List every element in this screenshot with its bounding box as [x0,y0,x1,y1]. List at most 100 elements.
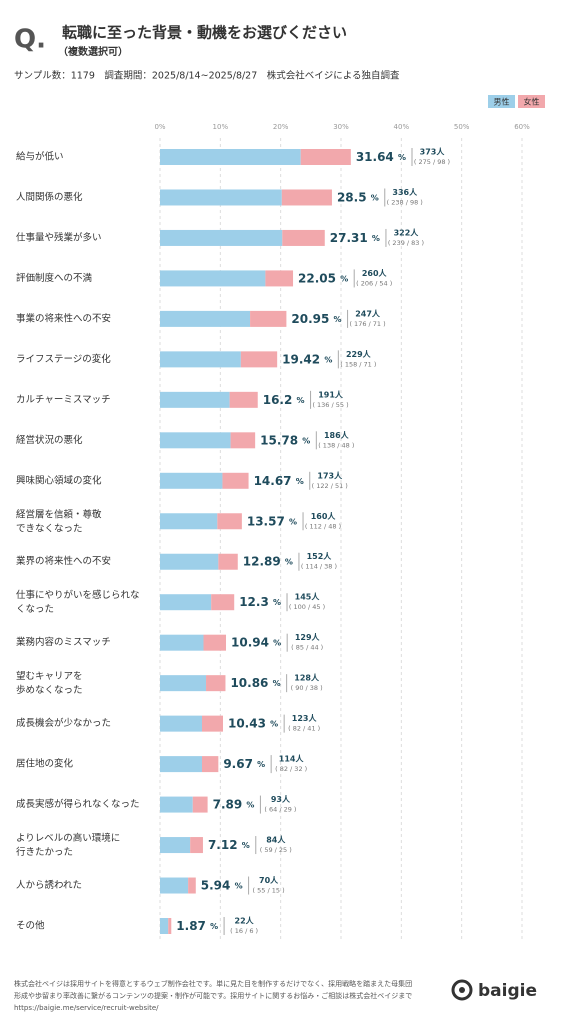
count-label: 145人 [295,592,321,602]
bar-segment [190,837,203,854]
total-label: 10.86 % [230,676,280,690]
legend-label: 女性 [524,97,540,107]
breakdown-label: ( 239 / 83 ) [388,239,424,247]
total-label: 13.57 % [247,514,297,528]
bar-segment [160,149,301,165]
category-label: 成長機会が少なかった [16,717,111,729]
category-label: カルチャーミスマッチ [16,394,111,405]
breakdown-label: ( 100 / 45 ) [289,603,325,611]
bar-segment [160,918,169,934]
total-label: 15.78 % [260,433,310,447]
category-label: 業界の将来性への不安 [16,555,111,567]
total-label: 19.42 % [282,352,332,366]
footer-line: https://baigie.me/service/recruit-websit… [14,1004,159,1012]
count-label: 70人 [259,875,279,885]
footer-line: 形成や歩留まり率改善に繋がるコンテンツの提案・制作が可能です。採用サイトに関する… [14,991,412,1000]
bar-segment [160,675,207,692]
count-label: 114人 [279,754,305,764]
count-label: 336人 [392,187,418,197]
breakdown-label: ( 138 / 48 ) [318,441,354,449]
total-label: 7.89 % [213,797,255,811]
breakdown-label: ( 85 / 44 ) [291,644,323,652]
count-label: 160人 [311,511,337,521]
count-label: 93人 [271,794,291,804]
x-tick-label: 20% [273,123,289,131]
breakdown-label: ( 16 / 6 ) [230,927,258,935]
total-label: 5.94 % [201,878,243,892]
count-label: 123人 [292,713,318,723]
count-label: 247人 [355,308,381,318]
bar-segment [188,877,196,894]
breakdown-label: ( 176 / 71 ) [349,320,385,328]
bar-segment [168,918,172,934]
breakdown-label: ( 238 / 98 ) [387,198,423,206]
count-label: 322人 [394,227,420,237]
category-label: 望むキャリアを歩めなくなった [16,670,83,696]
x-tick-label: 40% [394,123,410,131]
breakdown-label: ( 275 / 98 ) [414,158,450,166]
bar-segment [217,513,242,530]
logo: baigie [478,981,537,1001]
count-label: 373人 [420,147,446,157]
total-label: 20.95 % [291,311,341,325]
bar-segment [160,189,282,206]
bar-segment [250,310,287,327]
title-mark: Q. [14,25,46,55]
category-label: 評価制度への不満 [16,272,93,284]
x-tick-label: 0% [154,123,165,131]
breakdown-label: ( 206 / 54 ) [356,279,392,287]
bar-segment [160,796,193,813]
logo-icon [451,979,473,1001]
total-label: 31.64 % [356,150,406,164]
bar-segment [265,270,294,287]
bar-segment [192,796,208,813]
bar-segment [211,594,235,611]
bar-segment [229,391,258,408]
bar-segment [300,149,351,165]
subtitle: （複数選択可） [58,45,128,58]
count-label: 128人 [294,673,320,683]
total-label: 14.67 % [254,473,304,487]
breakdown-label: ( 82 / 32 ) [275,765,307,773]
bar-segment [160,310,251,327]
bar-segment [201,756,219,773]
total-label: 16.2 % [263,392,305,406]
total-label: 9.67 % [223,757,265,771]
breakdown-label: ( 55 / 15 ) [253,887,285,895]
breakdown-label: ( 158 / 71 ) [340,360,376,368]
bar-segment [160,553,219,570]
bar-segment [160,837,191,854]
breakdown-label: ( 114 / 38 ) [301,563,337,571]
total-label: 10.43 % [228,716,278,730]
count-label: 152人 [307,551,333,561]
count-label: 129人 [295,632,321,642]
legend-label: 男性 [494,97,510,107]
category-label: 成長実感が得られなくなった [16,798,140,810]
bar-segment [282,229,325,246]
breakdown-label: ( 59 / 25 ) [260,846,292,854]
bar-segment [160,634,204,651]
breakdown-label: ( 64 / 29 ) [264,806,296,814]
bar-segment [281,189,332,206]
bar-segment [160,229,283,246]
count-label: 22人 [235,916,255,926]
bar-segment [203,634,227,651]
total-label: 28.5 % [337,190,379,204]
bar-segment [222,472,249,489]
bar-segment [160,715,202,732]
bar-segment [160,270,266,287]
bar-segment [160,472,223,489]
count-label: 260人 [362,268,388,278]
x-tick-label: 60% [514,123,530,131]
breakdown-label: ( 90 / 38 ) [291,684,323,692]
count-label: 186人 [324,430,350,440]
x-tick-label: 50% [454,123,470,131]
total-label: 12.89 % [243,554,293,568]
category-label: 事業の将来性への不安 [16,312,111,324]
count-label: 173人 [317,470,343,480]
chart-title: 転職に至った背景・動機をお選びください [62,24,347,42]
bar-segment [160,594,212,611]
total-label: 7.12 % [208,838,250,852]
breakdown-label: ( 122 / 51 ) [312,482,348,490]
footer-line: 株式会社ベイジは採用サイトを得意とするウェブ制作会社です。単に見た目を制作するだ… [14,979,412,988]
